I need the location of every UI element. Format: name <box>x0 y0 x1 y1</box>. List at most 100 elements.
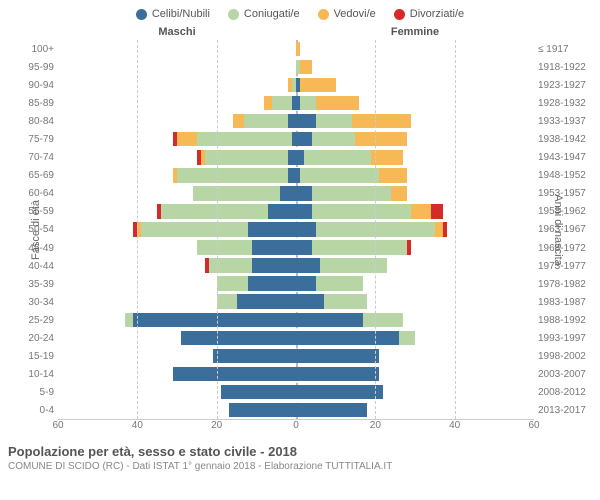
age-label: 80-84 <box>8 112 58 130</box>
segment <box>248 276 296 290</box>
age-label: 35-39 <box>8 275 58 293</box>
segment <box>296 132 312 146</box>
age-label: 85-89 <box>8 94 58 112</box>
legend-item: Celibi/Nubili <box>136 8 210 20</box>
segment <box>264 96 272 110</box>
legend-label: Divorziati/e <box>410 8 464 20</box>
male-bar <box>58 294 296 308</box>
female-bar <box>296 168 534 182</box>
legend-label: Coniugati/e <box>244 8 300 20</box>
segment <box>248 222 296 236</box>
bar-row <box>58 184 534 202</box>
segment <box>316 96 360 110</box>
birth-label: ≤ 1917 <box>534 40 592 58</box>
segment <box>244 114 288 128</box>
x-tick: 20 <box>211 420 222 431</box>
segment <box>296 42 300 56</box>
male-bar <box>58 222 296 236</box>
segment <box>296 150 304 164</box>
age-label: 5-9 <box>8 384 58 402</box>
bar-row <box>58 239 534 257</box>
male-bar <box>58 403 296 417</box>
male-bar <box>58 96 296 110</box>
age-label: 75-79 <box>8 130 58 148</box>
bar-row <box>58 76 534 94</box>
legend-item: Coniugati/e <box>228 8 300 20</box>
male-bar <box>58 132 296 146</box>
segment <box>296 331 399 345</box>
segment <box>288 168 296 182</box>
segment <box>177 132 197 146</box>
bar-row <box>58 365 534 383</box>
bar-row <box>58 112 534 130</box>
segment <box>300 96 316 110</box>
bar-row <box>58 94 534 112</box>
chart-area: Fasce di età 100+95-9990-9485-8980-8475-… <box>8 40 592 420</box>
segment <box>431 204 443 218</box>
age-label: 70-74 <box>8 149 58 167</box>
birth-label: 1988-1992 <box>534 311 592 329</box>
bar-row <box>58 401 534 419</box>
birth-label: 1998-2002 <box>534 348 592 366</box>
segment <box>296 114 316 128</box>
segment <box>304 150 371 164</box>
male-bar <box>58 313 296 327</box>
chart-subtitle: COMUNE DI SCIDO (RC) - Dati ISTAT 1° gen… <box>8 461 592 472</box>
x-tick: 0 <box>293 420 299 431</box>
legend-swatch <box>394 9 405 20</box>
legend-label: Vedovi/e <box>334 8 376 20</box>
bar-row <box>58 202 534 220</box>
y-label-right: Anni di nascita <box>552 194 564 266</box>
segment <box>237 294 297 308</box>
bar-row <box>58 40 534 58</box>
segment <box>391 186 407 200</box>
male-bar <box>58 385 296 399</box>
chart-title: Popolazione per età, sesso e stato civil… <box>8 444 592 459</box>
segment <box>379 168 407 182</box>
gender-headers: Maschi Femmine <box>8 26 592 38</box>
bar-row <box>58 166 534 184</box>
male-bar <box>58 150 296 164</box>
segment <box>296 276 316 290</box>
segment <box>300 60 312 74</box>
birth-label: 1918-1922 <box>534 58 592 76</box>
segment <box>133 313 296 327</box>
birth-label: 2008-2012 <box>534 384 592 402</box>
segment <box>316 276 364 290</box>
segment <box>177 168 288 182</box>
female-bar <box>296 258 534 272</box>
segment <box>209 258 253 272</box>
birth-label: 1943-1947 <box>534 149 592 167</box>
x-tick: 60 <box>52 420 63 431</box>
age-label: 10-14 <box>8 366 58 384</box>
female-bar <box>296 78 534 92</box>
segment <box>312 204 411 218</box>
segment <box>296 367 379 381</box>
segment <box>363 313 403 327</box>
segment <box>296 349 379 363</box>
x-tick: 20 <box>370 420 381 431</box>
female-bar <box>296 331 534 345</box>
segment <box>407 240 411 254</box>
male-bar <box>58 78 296 92</box>
segment <box>312 240 407 254</box>
segment <box>197 240 253 254</box>
female-bar <box>296 349 534 363</box>
female-bar <box>296 114 534 128</box>
bar-row <box>58 329 534 347</box>
male-bar <box>58 168 296 182</box>
male-bar <box>58 258 296 272</box>
bar-row <box>58 311 534 329</box>
x-tick: 40 <box>132 420 143 431</box>
female-bar <box>296 132 534 146</box>
segment <box>300 168 379 182</box>
age-label: 25-29 <box>8 311 58 329</box>
age-label: 30-34 <box>8 293 58 311</box>
grid-line <box>375 40 376 419</box>
legend: Celibi/Nubili Coniugati/e Vedovi/e Divorzia… <box>8 8 592 20</box>
segment <box>217 294 237 308</box>
segment <box>316 114 352 128</box>
age-label: 65-69 <box>8 167 58 185</box>
grid-line <box>217 40 218 419</box>
birth-label: 2013-2017 <box>534 402 592 420</box>
